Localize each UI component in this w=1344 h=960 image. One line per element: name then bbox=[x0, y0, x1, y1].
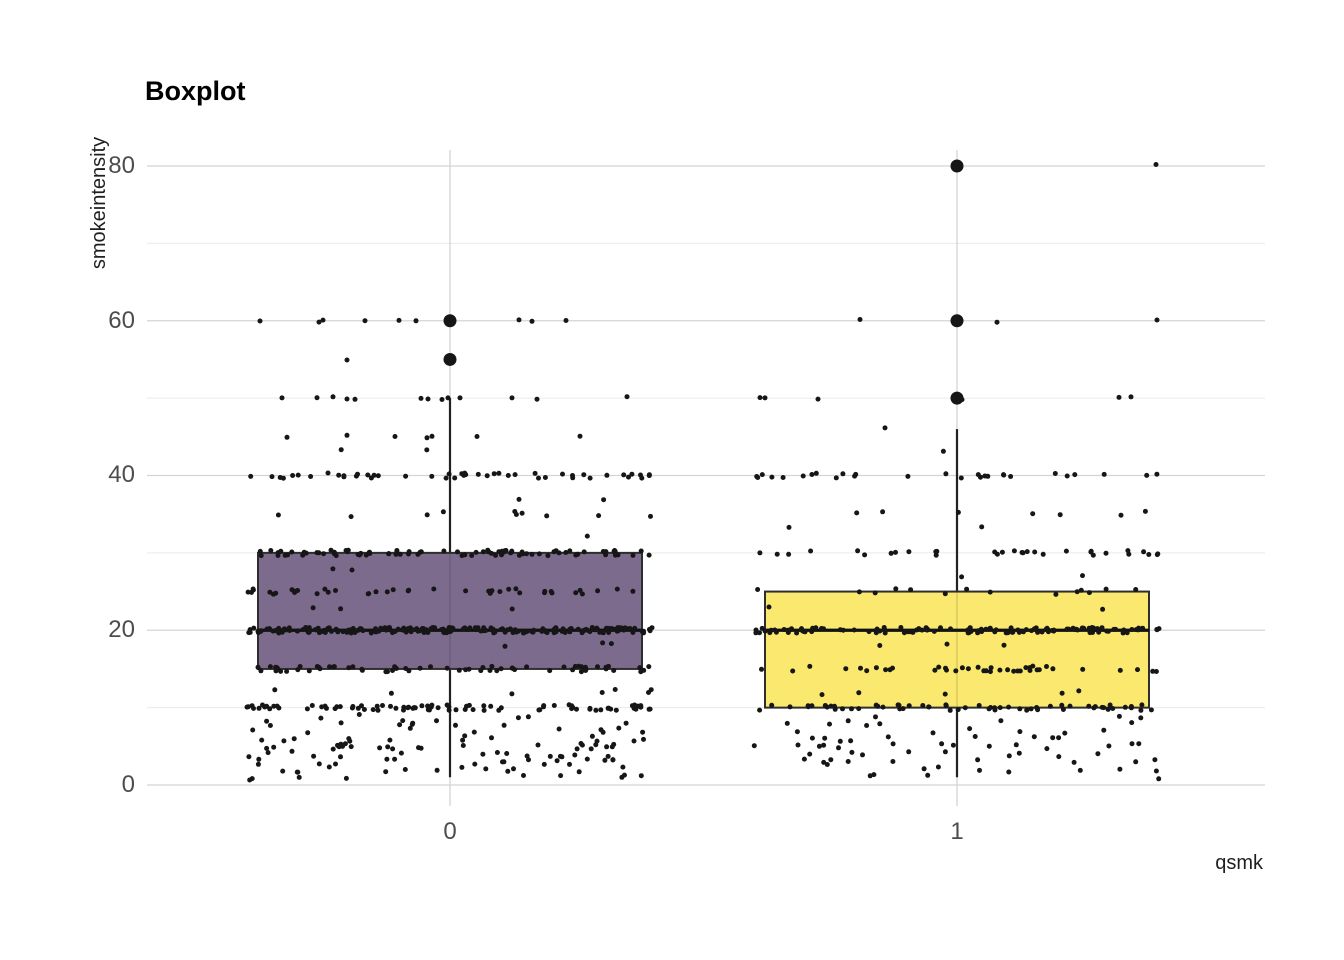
boxplot-group-0 bbox=[257, 398, 643, 778]
y-tick-label-20: 20 bbox=[108, 616, 135, 643]
jitter-points-0 bbox=[244, 317, 655, 783]
y-tick-label-0: 0 bbox=[121, 771, 135, 798]
outlier-points-1 bbox=[950, 159, 964, 405]
x-tick-label-1: 1 bbox=[950, 818, 964, 845]
y-tick-label-40: 40 bbox=[108, 461, 135, 488]
jitter-points-1 bbox=[751, 162, 1162, 782]
chart-title: Boxplot bbox=[145, 76, 246, 106]
y-tick-label-80: 80 bbox=[108, 152, 135, 179]
outlier-points-0 bbox=[443, 314, 457, 366]
x-tick-label-0: 0 bbox=[443, 818, 457, 845]
y-axis-title: smokeintensity bbox=[88, 136, 110, 270]
y-tick-label-60: 60 bbox=[108, 307, 135, 334]
x-axis-title: qsmk bbox=[1215, 852, 1263, 874]
boxplot-group-1 bbox=[764, 429, 1150, 778]
